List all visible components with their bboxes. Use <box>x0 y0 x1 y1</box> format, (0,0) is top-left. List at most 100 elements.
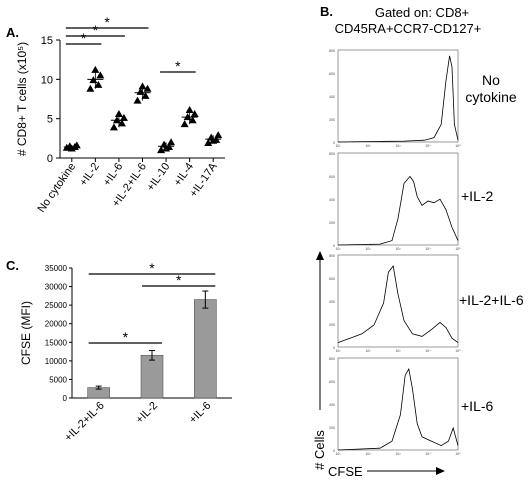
histogram-y-tick-label: 600 <box>329 175 335 179</box>
histogram-y-tick-label: 800 <box>329 254 335 258</box>
data-point <box>91 65 100 73</box>
significance-star: * <box>175 58 181 74</box>
histogram-x-tick-label: 10¹ <box>335 144 341 148</box>
histogram-frame <box>337 152 459 246</box>
hist-label-line1: No <box>482 72 500 88</box>
histogram-x-tick-label: 10² <box>365 247 371 251</box>
histogram-curve <box>337 175 459 246</box>
data-point <box>94 80 103 88</box>
histogram-x-tick-label: 10³ <box>395 144 401 148</box>
data-point <box>86 84 95 92</box>
y-axis-label: # CD8+ T cells (x10⁵) <box>15 42 29 156</box>
cells-arrow-head <box>316 251 324 260</box>
data-point <box>117 119 126 127</box>
data-point <box>214 131 223 139</box>
x-tick-label: +IL-2 <box>134 400 160 426</box>
histogram-y-tick-label: 0 <box>333 244 335 248</box>
histogram-x-tick-label: 10² <box>365 452 371 456</box>
y-tick-label: 15000 <box>45 338 68 347</box>
significance-star: * <box>176 272 182 288</box>
histogram-x-tick-label: 10¹ <box>335 349 341 353</box>
histogram-x-tick-label: 10² <box>365 144 371 148</box>
histogram-curve <box>337 265 459 343</box>
x-tick-label: +IL-2+IL-6 <box>62 400 106 444</box>
y-tick-label: 25000 <box>45 301 68 310</box>
panel-b-title-line2: CD45RA+CCR7-CD127+ <box>334 21 482 36</box>
histogram-y-tick-label: 200 <box>329 323 335 327</box>
histogram-y-tick-label: 200 <box>329 118 335 122</box>
histogram-y-tick-label: 0 <box>333 449 335 453</box>
y-axis-label: CFSE (MFI) <box>19 301 33 365</box>
significance-star: * <box>123 329 129 345</box>
histogram-label-il2-il6: +IL-2+IL-6 <box>459 292 524 308</box>
panel-c-letter: C. <box>6 258 19 273</box>
data-point <box>188 116 197 124</box>
data-point <box>119 113 128 121</box>
panel-a-letter: A. <box>6 25 19 40</box>
y-tick-label: 30000 <box>45 283 68 292</box>
histogram-x-tick-label: 10¹ <box>335 452 341 456</box>
x-tick-label: +IL-2 <box>77 161 101 189</box>
histogram-y-tick-label: 800 <box>329 49 335 53</box>
data-point <box>167 138 176 146</box>
y-tick-label: 0 <box>63 394 68 403</box>
data-point <box>138 82 147 90</box>
histogram-x-tick-label: 10⁵ <box>455 247 461 251</box>
histogram-curve <box>337 367 459 451</box>
data-point <box>141 91 150 99</box>
significance-star: * <box>104 14 110 30</box>
histogram-x-tick-label: 10⁵ <box>455 144 461 148</box>
histogram-frame <box>337 49 459 143</box>
y-tick-label: 20000 <box>45 320 68 329</box>
histogram-curve <box>337 55 459 143</box>
histogram-label-il2: +IL-2 <box>461 188 494 204</box>
histogram-x-tick-label: 10³ <box>395 349 401 353</box>
data-point <box>190 109 199 117</box>
y-tick-label: 15 <box>41 35 53 47</box>
cells-axis-label: # Cells <box>312 430 327 470</box>
histogram-y-tick-label: 600 <box>329 277 335 281</box>
histogram-x-tick-label: 10¹ <box>335 247 341 251</box>
panel-b-letter: B. <box>320 4 333 19</box>
histogram-x-tick-label: 10⁴ <box>425 144 431 148</box>
bar <box>194 299 217 399</box>
histogram-x-tick-label: 10³ <box>395 452 401 456</box>
histogram-x-tick-label: 10² <box>365 349 371 353</box>
panel-c-bar-chart: 0 5000 10000 15000 20000 25000 30000 35000 CFSE … <box>19 260 232 444</box>
data-point <box>180 120 189 128</box>
histogram-x-tick-label: 10³ <box>395 247 401 251</box>
cfse-axis-label: CFSE <box>328 464 363 479</box>
significance-star: * <box>81 30 87 46</box>
histogram-y-tick-label: 0 <box>333 141 335 145</box>
panel-b-title-line1: Gated on: CD8+ <box>374 5 470 20</box>
x-tick-label: No cytokine <box>35 161 78 215</box>
data-point <box>143 84 152 92</box>
histogram-y-tick-label: 400 <box>329 403 335 407</box>
histogram-y-tick-label: 600 <box>329 380 335 384</box>
histogram-label-no-cytokine: No cytokine <box>463 72 519 106</box>
hist-label-line2: cytokine <box>465 89 517 105</box>
bar <box>140 354 164 399</box>
significance-star: * <box>149 260 155 276</box>
y-tick-label: 35000 <box>45 264 68 273</box>
x-tick-label: +IL-6 <box>187 400 213 426</box>
histogram-y-tick-label: 400 <box>329 95 335 99</box>
histogram-y-tick-label: 400 <box>329 198 335 202</box>
histogram-y-tick-label: 200 <box>329 221 335 225</box>
histogram-frame <box>337 357 459 451</box>
data-point <box>204 139 213 147</box>
histogram-frame <box>337 254 459 348</box>
significance-star: * <box>93 22 99 38</box>
data-point <box>114 109 123 117</box>
histogram-x-tick-label: 10⁵ <box>455 349 461 353</box>
cfse-arrow-head <box>436 467 445 475</box>
y-tick-label: 5 <box>47 114 53 126</box>
histogram-x-tick-label: 10⁴ <box>425 349 431 353</box>
data-point <box>133 96 142 104</box>
histogram-x-tick-label: 10⁴ <box>425 247 431 251</box>
histogram-y-tick-label: 0 <box>333 346 335 350</box>
histogram-y-tick-label: 200 <box>329 426 335 430</box>
histogram-x-tick-label: 10⁴ <box>425 452 431 456</box>
